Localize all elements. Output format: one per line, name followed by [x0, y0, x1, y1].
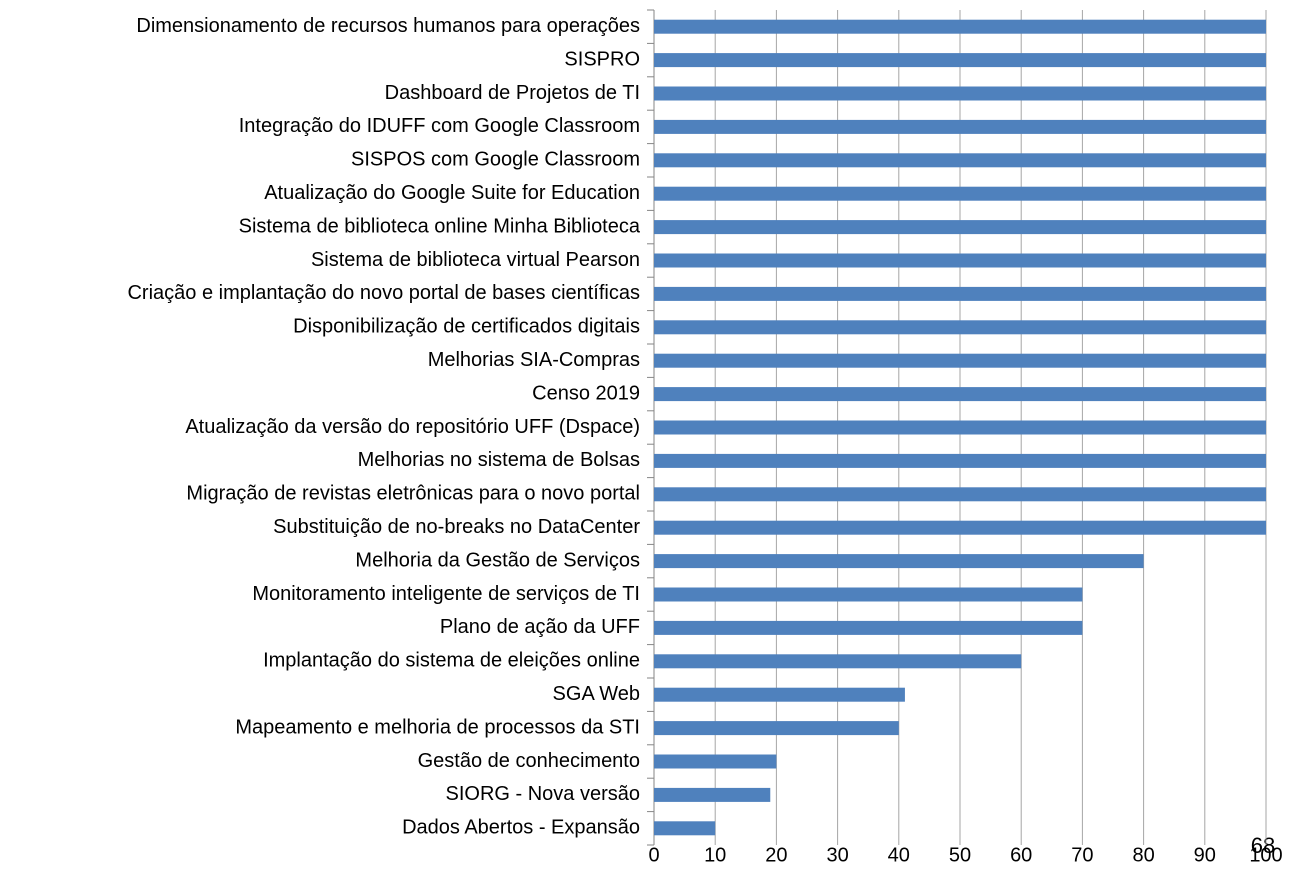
bar	[654, 320, 1266, 335]
page-number: 68	[1251, 833, 1275, 858]
bar	[654, 587, 1083, 602]
x-tick-label: 20	[765, 844, 787, 866]
y-tick-label: Monitoramento inteligente de serviços de…	[252, 583, 640, 605]
y-tick-label: SIORG - Nova versão	[445, 783, 640, 805]
x-tick-label: 40	[888, 844, 910, 866]
y-tick-label: SISPRO	[564, 48, 640, 70]
bar	[654, 754, 777, 769]
bar	[654, 487, 1266, 502]
bar	[654, 86, 1266, 101]
bar	[654, 453, 1266, 468]
y-tick-label: Criação e implantação do novo portal de …	[127, 282, 640, 304]
y-tick-label: Melhorias SIA-Compras	[428, 349, 640, 371]
bar	[654, 554, 1144, 569]
y-tick-label: Atualização da versão do repositório UFF…	[185, 416, 640, 438]
y-tick-label: Substituição de no-breaks no DataCenter	[273, 516, 640, 538]
bar	[654, 687, 905, 702]
y-tick-label: Dashboard de Projetos de TI	[385, 82, 640, 104]
bar	[654, 721, 899, 736]
y-tick-label: Dados Abertos - Expansão	[402, 817, 640, 839]
x-tick-label: 50	[949, 844, 971, 866]
bar	[654, 620, 1083, 635]
bar	[654, 420, 1266, 435]
y-tick-label: SISPOS com Google Classroom	[351, 149, 640, 171]
bar	[654, 286, 1266, 301]
y-tick-label: Sistema de biblioteca online Minha Bibli…	[239, 215, 641, 237]
y-tick-label: Gestão de conhecimento	[418, 750, 640, 772]
bar	[654, 186, 1266, 201]
y-tick-label: Censo 2019	[532, 382, 640, 404]
bar	[654, 520, 1266, 535]
y-tick-label: Atualização do Google Suite for Educatio…	[264, 182, 640, 204]
bar	[654, 119, 1266, 134]
bar	[654, 19, 1266, 34]
bar	[654, 654, 1022, 669]
x-tick-label: 80	[1132, 844, 1154, 866]
y-tick-label: Plano de ação da UFF	[440, 616, 640, 638]
y-tick-label: Disponibilização de certificados digitai…	[293, 316, 640, 338]
x-tick-label: 100	[1249, 844, 1282, 866]
y-tick-label: SGA Web	[553, 683, 640, 705]
y-tick-label: Dimensionamento de recursos humanos para…	[136, 15, 640, 37]
bar	[654, 353, 1266, 368]
bar	[654, 220, 1266, 235]
bar	[654, 253, 1266, 268]
bar	[654, 387, 1266, 402]
x-tick-label: 70	[1071, 844, 1093, 866]
y-tick-label: Implantação do sistema de eleições onlin…	[263, 650, 640, 672]
y-tick-label: Mapeamento e melhoria de processos da ST…	[235, 716, 640, 738]
x-tick-label: 10	[704, 844, 726, 866]
x-tick-label: 30	[826, 844, 848, 866]
bar	[654, 821, 716, 836]
y-tick-label: Sistema de biblioteca virtual Pearson	[311, 249, 640, 271]
y-tick-label: Melhoria da Gestão de Serviços	[355, 549, 640, 571]
bar	[654, 53, 1266, 68]
bar	[654, 153, 1266, 168]
y-tick-label: Melhorias no sistema de Bolsas	[358, 449, 640, 471]
y-tick-label: Integração do IDUFF com Google Classroom	[239, 115, 640, 137]
x-tick-label: 60	[1010, 844, 1032, 866]
y-tick-label: Migração de revistas eletrônicas para o …	[186, 483, 640, 505]
x-tick-label: 90	[1194, 844, 1216, 866]
x-tick-label: 0	[648, 844, 659, 866]
bar	[654, 787, 771, 802]
